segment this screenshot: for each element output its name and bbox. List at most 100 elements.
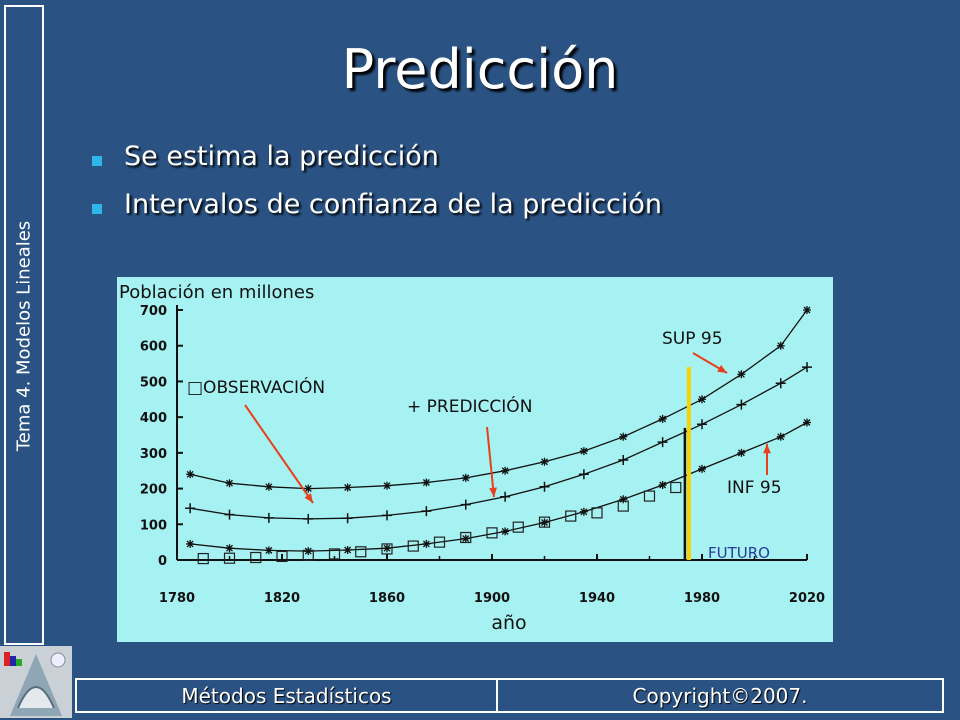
observation-point [328, 548, 341, 560]
chart-panel: 700 600 500 400 300 200 100 0 1780 1820 1860 1900 19… [117, 277, 833, 642]
prediction-point [303, 513, 314, 524]
observation-point [460, 531, 472, 544]
lower-bound-point [264, 546, 273, 555]
observation-point [276, 550, 288, 563]
prediction-point [736, 399, 747, 410]
lower-bound-point [658, 481, 667, 489]
upper-bound-point [422, 478, 431, 487]
footer-divider [496, 678, 498, 713]
upper-bound-point [540, 457, 549, 466]
x-tick-label: 1780 [159, 591, 195, 606]
y-tick-label: 600 [140, 340, 167, 355]
y-tick-label: 700 [140, 304, 167, 319]
prediction-point [263, 512, 274, 523]
lower-bound-point [383, 544, 391, 553]
side-frame [4, 5, 44, 645]
annotation-observacion: □OBSERVACIÓN [187, 376, 325, 398]
lower-bound-point [579, 507, 588, 516]
observation-point [302, 549, 314, 561]
arrow-observacion-head [304, 493, 313, 503]
y-tick-label: 300 [140, 447, 167, 462]
upper-bound-point [501, 466, 510, 475]
prediction-point [421, 506, 432, 517]
lower-bound-point [343, 546, 352, 554]
lower-bound-point [186, 539, 195, 548]
prediction-point [500, 491, 511, 502]
y-tick-label: 0 [158, 554, 167, 569]
lower-bound-point [803, 418, 811, 427]
upper-bound-point [803, 306, 811, 314]
observation-point [538, 516, 551, 528]
prediction-point [697, 419, 707, 430]
annotation-prediccion: + PREDICCIÓN [407, 395, 532, 417]
annotation-futuro: FUTURO [708, 544, 770, 562]
chart-title: Población en millones [119, 282, 314, 303]
x-tick-label: 1820 [264, 591, 300, 606]
prediction-point [185, 503, 196, 514]
observation-point [433, 536, 446, 548]
bullet-icon [92, 204, 102, 214]
lower-bound-point [698, 464, 706, 473]
y-tick-label: 200 [140, 483, 167, 498]
bullet-text: Se estima la predicción [124, 141, 439, 172]
lower-bound-point [461, 534, 470, 543]
prediction-point [657, 437, 668, 448]
x-tick-label: 2020 [789, 591, 825, 606]
x-tick-label: 1860 [369, 591, 405, 606]
observation-point [223, 552, 236, 564]
x-axis-label: año [491, 612, 526, 634]
bullet-text: Intervalos de confianza de la predicción [124, 189, 663, 220]
prediction-point [802, 362, 812, 373]
x-tick-label: 1980 [684, 591, 720, 606]
upper-bound-point [776, 341, 785, 350]
observation-point [643, 490, 656, 502]
prediction-point [224, 509, 235, 520]
lower-bound-point [304, 547, 313, 556]
x-tick-label: 1940 [579, 591, 615, 606]
prediction-point [618, 455, 629, 465]
arrow-inf95-head [763, 444, 771, 454]
observation-point [381, 543, 393, 555]
x-tick-label: 1900 [474, 591, 510, 606]
bullet-icon [92, 156, 102, 166]
lower-bound-point [540, 518, 549, 527]
observation-point [197, 552, 209, 565]
observation-point [565, 510, 577, 522]
arrow-sup95-head [717, 364, 727, 373]
upper-bound-point [304, 484, 313, 493]
upper-bound-point [343, 483, 352, 492]
arrow-observacion [244, 404, 314, 504]
population-chart: 700 600 500 400 300 200 100 0 1780 1820 1860 1900 19… [119, 282, 825, 634]
upper-bound-point [579, 447, 588, 456]
upper-bound-point [186, 470, 195, 479]
observation-point [486, 527, 498, 539]
arrow-prediccion [486, 426, 495, 498]
sidebar-label: Tema 4. Modelos Lineales [13, 220, 35, 452]
upper-bound-point [737, 370, 746, 379]
logo [0, 646, 72, 718]
observation-point [250, 551, 262, 564]
upper-bound-point [698, 395, 706, 404]
prediction-point [539, 481, 550, 492]
upper-bound-point [461, 473, 470, 482]
footer-right: Copyright©2007. [632, 684, 808, 708]
slide-title: Predicción [341, 38, 619, 101]
upper-bound-point [225, 479, 234, 488]
observation-point [617, 500, 629, 512]
footer-bar [75, 678, 944, 713]
lower-bound-point [619, 495, 628, 504]
footer-left: Métodos Estadísticos [181, 684, 392, 708]
upper-bound-point [264, 482, 273, 491]
arrow-prediccion-head [489, 487, 497, 497]
prediction-point [775, 378, 786, 389]
annotation-sup95: SUP 95 [662, 329, 723, 349]
y-tick-label: 100 [140, 518, 167, 533]
upper-bound-point [383, 481, 391, 490]
prediction-point [382, 510, 392, 521]
observation-point [512, 521, 524, 533]
lower-bound-point [501, 527, 510, 536]
observation-point [355, 546, 367, 558]
y-tick-label: 400 [140, 411, 167, 426]
prediction-point [342, 513, 353, 524]
observation-point [670, 481, 682, 494]
